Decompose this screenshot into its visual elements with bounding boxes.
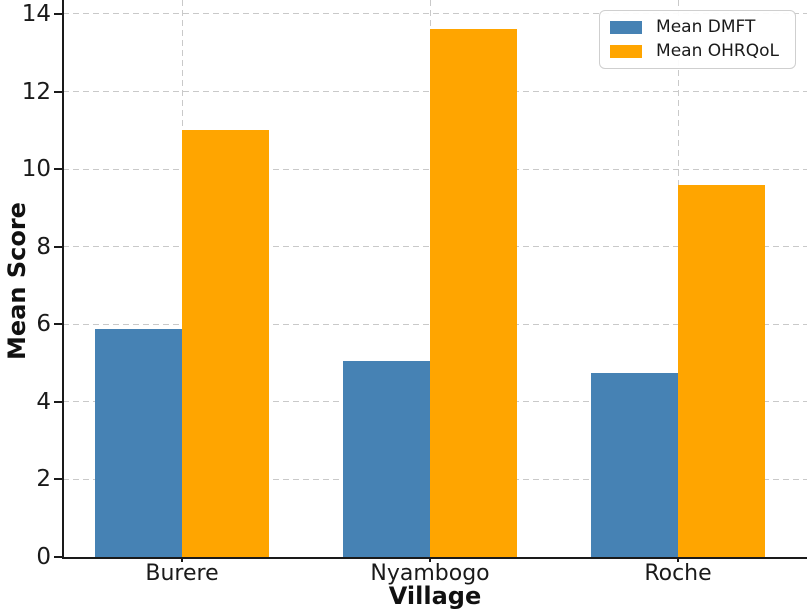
bar-nyambogo-mean-ohrqol [430,29,517,557]
x-tick-roche [677,557,679,562]
y-tick-label-6: 6 [36,311,51,338]
x-tick-nyambogo [429,557,431,562]
y-tick-12 [54,90,62,93]
y-tick-label-12: 12 [21,78,51,105]
bar-roche-mean-dmft [591,372,678,557]
y-tick-label-2: 2 [36,466,51,493]
y-tick-label-14: 14 [21,0,51,27]
h-gridline-14 [63,13,807,15]
legend-swatch-mean-ohrqol [610,45,643,58]
bar-burere-mean-ohrqol [182,130,269,557]
bar-nyambogo-mean-dmft [343,361,430,557]
legend-label-mean-ohrqol: Mean OHRQoL [656,41,779,61]
y-tick-label-4: 4 [36,388,51,415]
legend-swatch-mean-dmft [610,21,643,34]
legend-label-mean-dmft: Mean DMFT [656,17,756,37]
legend-item-mean-dmft: Mean DMFT [610,18,779,37]
y-tick-label-0: 0 [36,544,51,570]
y-tick-4 [54,400,62,403]
x-tick-label-nyambogo: Nyambogo [370,561,490,586]
legend: Mean DMFT Mean OHRQoL [599,10,796,69]
x-tick-label-roche: Roche [644,561,712,586]
y-tick-6 [54,323,62,326]
legend-item-mean-ohrqol: Mean OHRQoL [610,42,779,61]
x-axis-label: Village [388,582,482,610]
y-tick-10 [54,168,62,171]
x-axis-spine [62,557,807,559]
y-axis-spine [62,0,64,559]
plot-area [63,0,807,562]
y-tick-label-10: 10 [21,156,51,183]
y-tick-0 [54,556,62,558]
bar-burere-mean-dmft [95,329,182,557]
x-tick-burere [181,557,183,562]
bar-roche-mean-ohrqol [678,184,765,557]
y-tick-14 [54,12,62,15]
y-tick-8 [54,245,62,248]
y-tick-label-8: 8 [36,233,51,260]
x-tick-label-burere: Burere [145,561,219,586]
y-tick-2 [54,478,62,481]
